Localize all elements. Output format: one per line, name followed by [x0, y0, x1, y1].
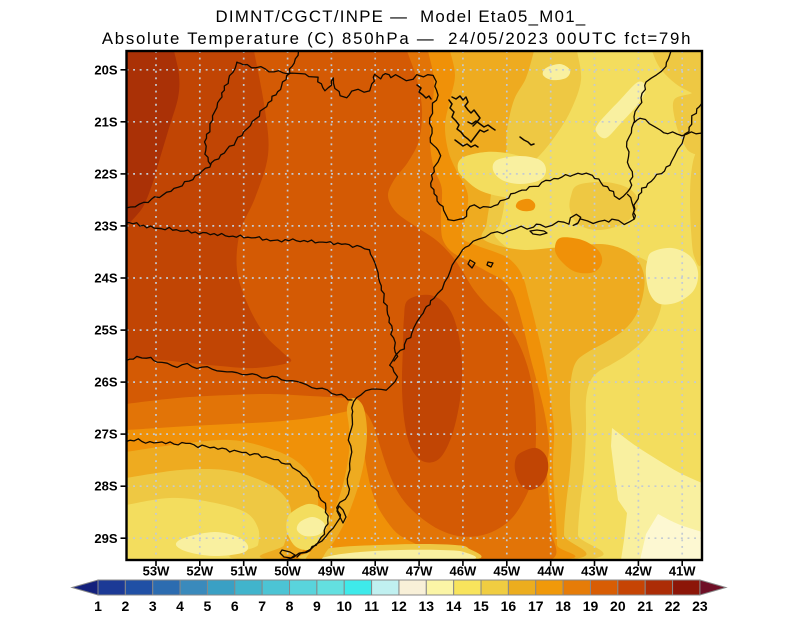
svg-text:21: 21	[637, 598, 653, 614]
svg-text:3: 3	[149, 598, 157, 614]
svg-text:48W: 48W	[362, 564, 389, 579]
svg-text:25S: 25S	[94, 323, 117, 338]
svg-text:53W: 53W	[143, 564, 170, 579]
svg-text:10: 10	[336, 598, 352, 614]
svg-text:43W: 43W	[581, 564, 608, 579]
svg-text:21S: 21S	[94, 114, 117, 129]
svg-text:41W: 41W	[669, 564, 696, 579]
svg-text:1: 1	[94, 598, 102, 614]
svg-text:11: 11	[364, 598, 379, 614]
svg-text:7: 7	[258, 598, 266, 614]
svg-text:5: 5	[204, 598, 212, 614]
svg-text:12: 12	[391, 598, 407, 614]
svg-text:20S: 20S	[94, 62, 117, 77]
svg-text:DIMNT/CGCT/INPE — Model Eta05: DIMNT/CGCT/INPE — Model Eta05_M01_	[216, 7, 587, 26]
svg-text:8: 8	[286, 598, 294, 614]
svg-text:52W: 52W	[186, 564, 213, 579]
svg-text:24S: 24S	[94, 271, 117, 286]
svg-text:6: 6	[231, 598, 239, 614]
svg-text:29S: 29S	[94, 531, 117, 546]
svg-text:18: 18	[555, 598, 571, 614]
svg-text:17: 17	[528, 598, 544, 614]
svg-text:19: 19	[583, 598, 599, 614]
svg-text:45W: 45W	[493, 564, 520, 579]
svg-text:44W: 44W	[537, 564, 564, 579]
svg-text:2: 2	[121, 598, 129, 614]
svg-text:20: 20	[610, 598, 626, 614]
svg-text:28S: 28S	[94, 479, 117, 494]
svg-text:49W: 49W	[318, 564, 345, 579]
svg-text:47W: 47W	[406, 564, 433, 579]
svg-text:26S: 26S	[94, 375, 117, 390]
svg-text:9: 9	[313, 598, 321, 614]
svg-text:22: 22	[665, 598, 681, 614]
svg-text:46W: 46W	[450, 564, 477, 579]
svg-text:50W: 50W	[274, 564, 301, 579]
svg-text:51W: 51W	[230, 564, 257, 579]
svg-text:23: 23	[692, 598, 708, 614]
svg-text:16: 16	[501, 598, 517, 614]
svg-text:15: 15	[473, 598, 489, 614]
svg-text:27S: 27S	[94, 427, 117, 442]
svg-text:14: 14	[446, 598, 462, 614]
svg-text:42W: 42W	[625, 564, 652, 579]
svg-text:Absolute Temperature (C) 850hP: Absolute Temperature (C) 850hPa — 24/05/…	[102, 29, 692, 48]
svg-text:22S: 22S	[94, 166, 117, 181]
svg-text:4: 4	[176, 598, 184, 614]
svg-text:13: 13	[419, 598, 435, 614]
svg-text:23S: 23S	[94, 218, 117, 233]
